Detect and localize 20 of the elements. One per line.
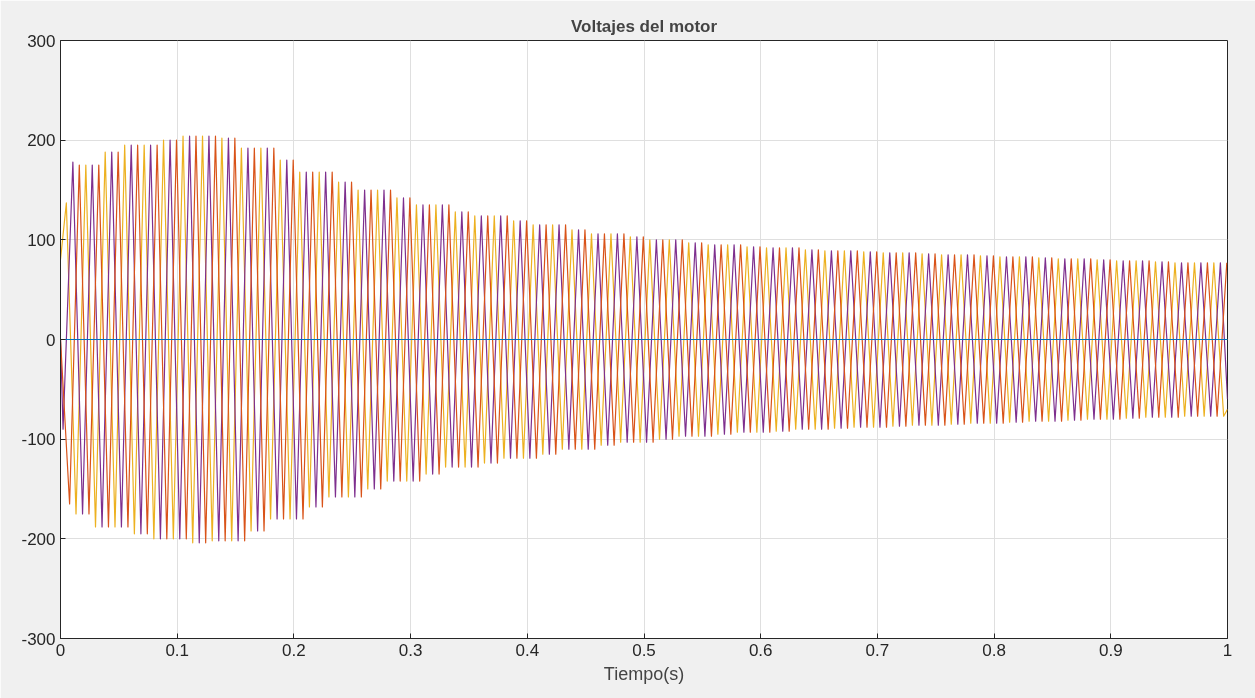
y-tick-label: -100 (21, 430, 56, 450)
y-tick-label: 200 (27, 131, 56, 151)
x-tick-label: 0.5 (632, 640, 656, 660)
y-tick-label: 0 (46, 330, 56, 350)
chart-title: Voltajes del motor (570, 16, 718, 36)
x-axis-title: Tiempo(s) (603, 663, 685, 684)
x-tick-label: 0.9 (1098, 640, 1123, 660)
x-tick-label: 0.1 (165, 640, 190, 660)
x-tick-label: 0.7 (865, 640, 890, 660)
x-tick-label: 0.6 (748, 640, 773, 660)
y-tick-label: -200 (21, 529, 56, 549)
x-tick-label: 0.2 (282, 640, 306, 660)
y-tick-label: 300 (27, 31, 56, 51)
x-tick-label: 0.3 (398, 640, 423, 660)
x-tick-label: 0.8 (982, 640, 1006, 660)
line-series (60, 135, 1228, 544)
x-tick-label: 0.4 (515, 640, 540, 660)
x-tick-label: 1 (1222, 640, 1233, 660)
y-tick-label: -300 (21, 629, 56, 649)
y-tick-label: 100 (27, 230, 56, 250)
